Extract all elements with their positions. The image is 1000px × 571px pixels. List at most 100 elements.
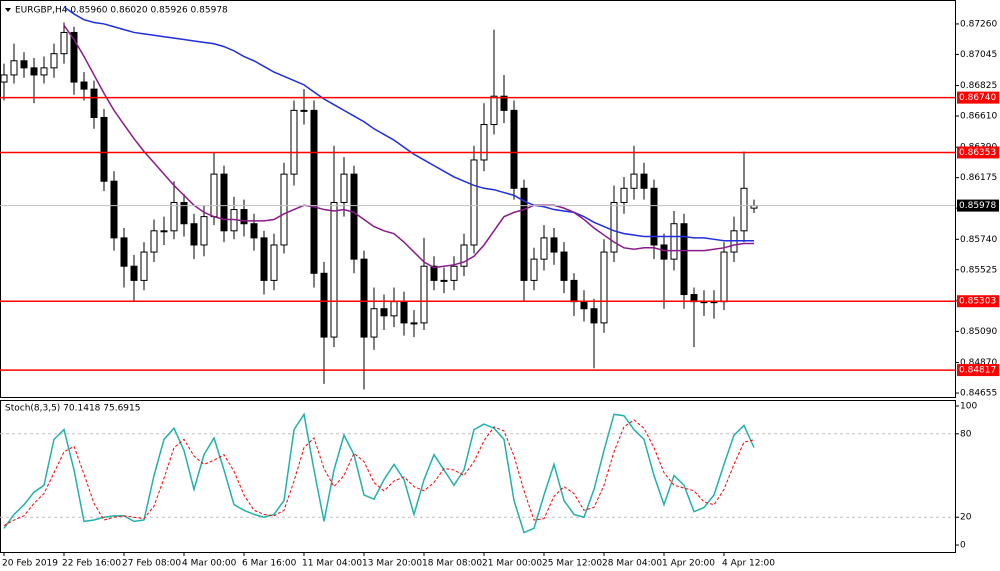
candle-body bbox=[160, 230, 168, 233]
candle-body bbox=[50, 53, 58, 69]
candle-body bbox=[380, 308, 388, 317]
candle-body bbox=[520, 187, 528, 281]
candle-body bbox=[550, 237, 558, 253]
candle-body bbox=[460, 244, 468, 267]
candle-body bbox=[240, 209, 248, 225]
candle-body bbox=[600, 251, 608, 324]
candle-body bbox=[130, 265, 138, 281]
candle-body bbox=[70, 31, 78, 83]
indicator-line bbox=[3, 419, 755, 527]
x-tick-label: 6 Mar 16:00 bbox=[242, 559, 297, 569]
x-tick-label: 22 Feb 16:00 bbox=[62, 559, 121, 569]
indicator-line bbox=[63, 24, 754, 269]
candle-body bbox=[390, 301, 398, 317]
candle-body bbox=[530, 258, 538, 281]
candle-body bbox=[450, 265, 458, 281]
candle-body bbox=[20, 60, 28, 69]
x-tick-label: 4 Mar 00:00 bbox=[182, 559, 237, 569]
candle-body bbox=[110, 180, 118, 239]
y-tick-label: 0.85740 bbox=[960, 235, 997, 245]
level-box bbox=[957, 91, 999, 104]
current-price-box bbox=[957, 199, 999, 212]
candle-body bbox=[90, 88, 98, 118]
candle-body bbox=[200, 216, 208, 246]
candle-body bbox=[210, 173, 218, 218]
y-tick-label: 0.86610 bbox=[960, 112, 997, 122]
candle-body bbox=[640, 173, 648, 189]
candle-body bbox=[440, 279, 448, 282]
x-tick-label: 21 Mar 00:00 bbox=[482, 559, 542, 569]
menu-arrow bbox=[5, 8, 11, 12]
x-tick-label: 4 Apr 12:00 bbox=[722, 559, 775, 569]
candle-body bbox=[170, 201, 178, 232]
candle-body bbox=[540, 237, 548, 260]
candle-body bbox=[560, 251, 568, 281]
candle-body bbox=[430, 265, 438, 281]
candle-body bbox=[360, 258, 368, 338]
x-tick-label: 20 Feb 2019 bbox=[2, 559, 58, 569]
candle-body bbox=[10, 60, 18, 76]
candle-body bbox=[290, 109, 298, 175]
candle-body bbox=[310, 109, 318, 274]
candle-body bbox=[490, 95, 498, 126]
candle-body bbox=[270, 244, 278, 281]
candle-body bbox=[650, 187, 658, 246]
candle-body bbox=[260, 237, 268, 281]
level-box bbox=[957, 146, 999, 159]
y-tick-label: 0.87260 bbox=[960, 19, 997, 29]
candle-body bbox=[280, 173, 288, 246]
y-tick-label: 0.87045 bbox=[960, 50, 997, 60]
x-tick-label: 27 Feb 08:00 bbox=[122, 559, 181, 569]
y-tick-label: 20 bbox=[960, 513, 972, 523]
candle-body bbox=[180, 201, 188, 225]
candle-body bbox=[350, 173, 358, 260]
y-tick-label: 0 bbox=[960, 541, 966, 551]
candle-body bbox=[510, 109, 518, 189]
candle-body bbox=[630, 173, 638, 189]
indicator-line bbox=[3, 412, 755, 534]
candle-body bbox=[100, 116, 108, 182]
x-tick-label: 13 Mar 20:00 bbox=[362, 559, 422, 569]
candle-body bbox=[570, 279, 578, 303]
x-tick-label: 11 Mar 04:00 bbox=[302, 559, 362, 569]
level-label: 0.86353 bbox=[959, 148, 996, 158]
y-tick-label: 100 bbox=[960, 401, 977, 411]
candle-body bbox=[670, 223, 678, 260]
level-box bbox=[957, 364, 999, 377]
candle-body bbox=[340, 173, 348, 203]
y-tick-label: 0.84870 bbox=[960, 358, 997, 368]
candle-body bbox=[150, 230, 158, 253]
candle-body bbox=[720, 251, 728, 303]
candle-body bbox=[60, 31, 68, 55]
level-label: 0.85303 bbox=[959, 297, 996, 307]
candle-body bbox=[220, 173, 228, 232]
candle-body bbox=[660, 244, 668, 260]
candle-body bbox=[0, 74, 8, 83]
y-tick-label: 0.86175 bbox=[960, 173, 997, 183]
candle-body bbox=[740, 187, 748, 232]
y-tick-label: 0.84655 bbox=[960, 389, 997, 399]
candle-body bbox=[330, 201, 338, 338]
candle-body bbox=[610, 201, 618, 253]
x-tick-label: 25 Mar 12:00 bbox=[542, 559, 602, 569]
candle-body bbox=[590, 308, 598, 324]
candle-body bbox=[620, 187, 628, 203]
candle-body bbox=[190, 223, 198, 246]
candle-body bbox=[320, 272, 328, 338]
candle-body bbox=[80, 81, 88, 90]
indicator-line bbox=[63, 6, 754, 242]
candle-body bbox=[120, 237, 128, 267]
x-tick-label: 1 Apr 20:00 bbox=[662, 559, 715, 569]
candle-body bbox=[300, 109, 308, 112]
candle-body bbox=[400, 301, 408, 324]
candle-body bbox=[30, 67, 38, 76]
candle-body bbox=[410, 322, 418, 325]
level-label: 0.84817 bbox=[959, 366, 996, 376]
level-box bbox=[957, 295, 999, 308]
x-tick-label: 28 Mar 04:00 bbox=[602, 559, 662, 569]
candle-body bbox=[420, 265, 428, 324]
y-tick-label: 0.86825 bbox=[960, 81, 997, 91]
price-pane bbox=[0, 0, 956, 398]
